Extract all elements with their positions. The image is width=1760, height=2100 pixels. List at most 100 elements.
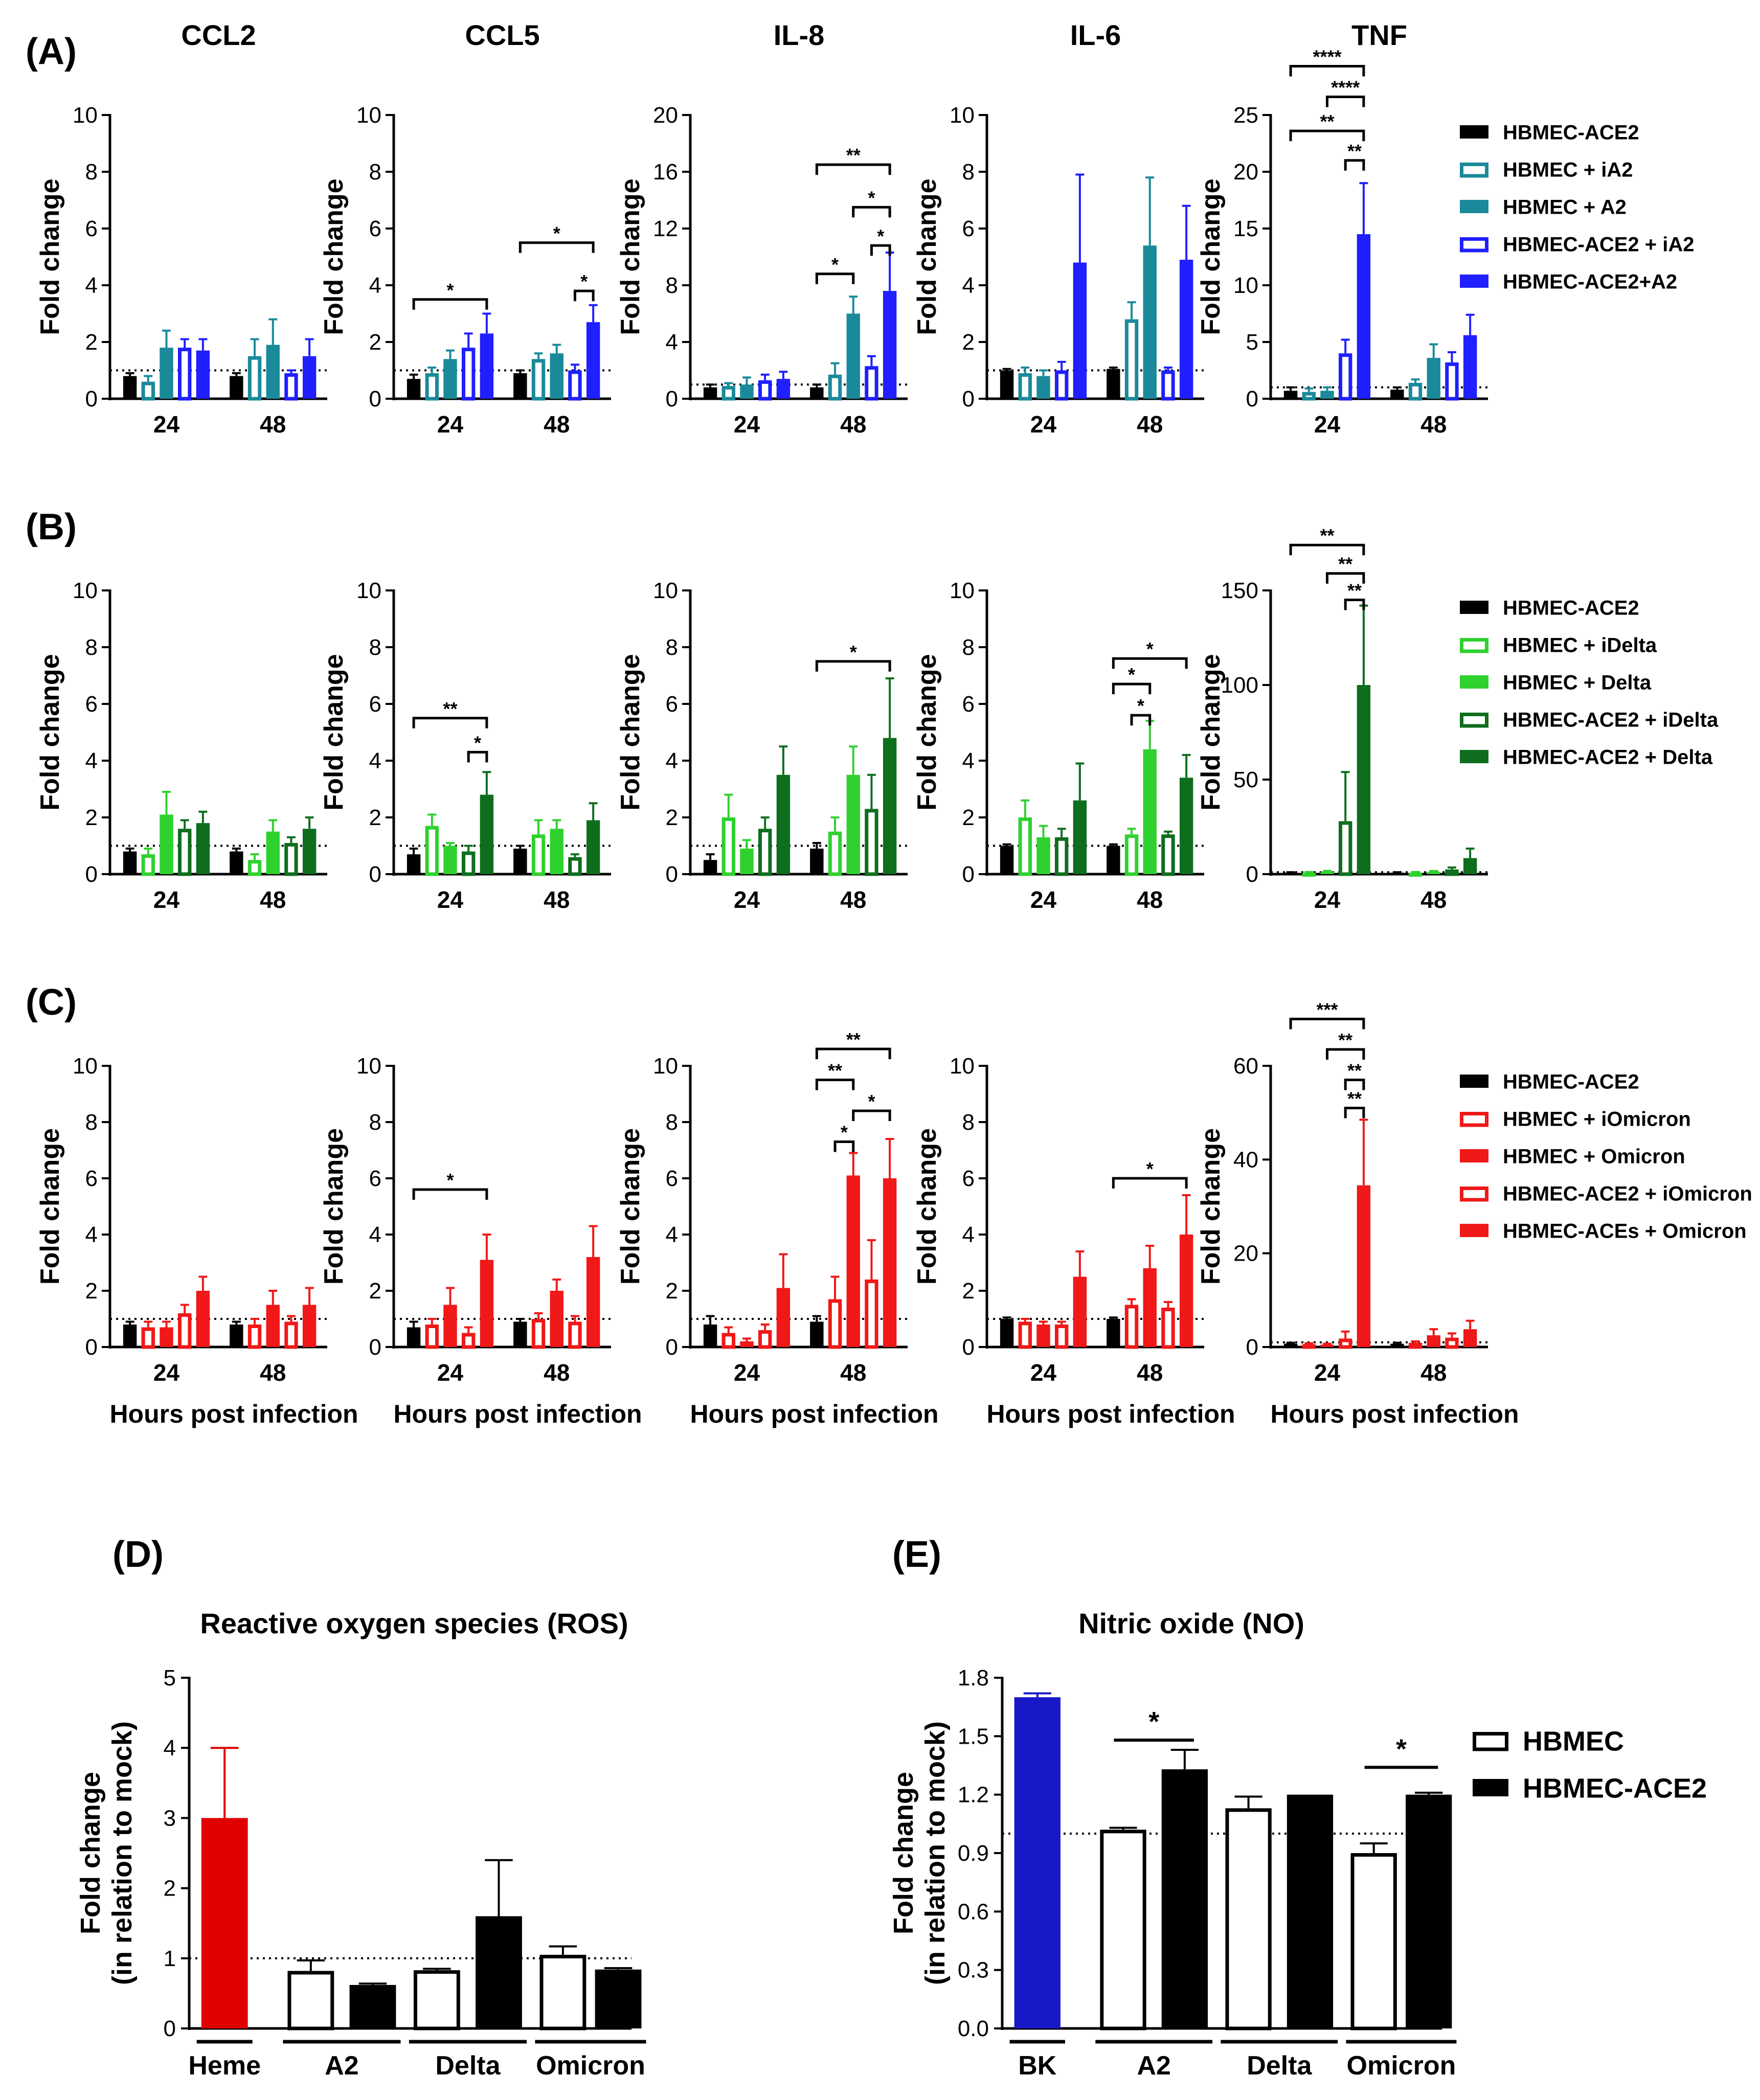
significance-bracket: [1289, 543, 1365, 556]
bar: [1445, 362, 1459, 401]
bar: [1390, 1343, 1404, 1347]
chart-14: 0 20 40 60 Fold change 24 48 Hours post infecti…: [1196, 999, 1519, 1428]
y-tick-label: 10: [73, 103, 98, 128]
y-tick-label: 8: [85, 159, 98, 185]
y-axis-label-line: (in relation to mock): [920, 1721, 951, 1985]
y-tick-label: 4: [666, 748, 678, 773]
x-group-label: Delta: [435, 2051, 501, 2081]
y-tick-label: 0: [1246, 386, 1258, 412]
x-tick-label: 48: [260, 411, 286, 438]
y-axis-label: Fold change: [35, 654, 65, 810]
panel-label-d: (D): [112, 1534, 164, 1575]
legend-swatch: [1460, 713, 1488, 728]
y-tick-label: 4: [666, 330, 678, 355]
chart-title: Reactive oxygen species (ROS): [200, 1607, 628, 1639]
x-tick-label: 48: [840, 1359, 866, 1386]
bar: [230, 376, 243, 399]
bar: [1463, 858, 1477, 874]
x-tick-label: 48: [840, 411, 866, 438]
bar: [123, 376, 137, 399]
significance-label: ****: [1331, 77, 1360, 98]
bar: [846, 774, 860, 874]
y-tick-label: 0.6: [958, 1899, 989, 1924]
legend-swatch: [1460, 750, 1488, 763]
panel-label-e: (E): [892, 1534, 941, 1575]
bar: [480, 333, 494, 399]
y-tick-label: 6: [369, 216, 381, 241]
bar: [776, 1288, 791, 1347]
significance-label: *: [850, 642, 857, 663]
y-axis-label: Fold change: [616, 1128, 645, 1285]
bar: [160, 348, 173, 399]
bar: [1161, 834, 1175, 876]
bar: [196, 350, 210, 399]
x-tick-label: 24: [734, 886, 760, 913]
bar: [1357, 234, 1371, 399]
bar: [721, 386, 736, 401]
x-tick-label: 48: [544, 1359, 570, 1386]
significance-bracket: [815, 1079, 855, 1090]
bar: [177, 829, 192, 876]
x-tick-label: 48: [544, 886, 570, 913]
significance-bracket: [1130, 714, 1152, 726]
bar: [1320, 872, 1334, 874]
bar: [703, 860, 717, 874]
chart-15: Reactive oxygen species (ROS) 0 1 2 3 4 5 Fold …: [75, 1607, 646, 2081]
y-tick-label: 0.9: [958, 1841, 989, 1866]
chart-title: TNF: [1351, 19, 1407, 51]
y-tick-label: 10: [356, 1054, 381, 1079]
bar: [141, 1327, 155, 1349]
bar: [1357, 1185, 1371, 1347]
bar: [810, 387, 824, 399]
significance-label: *: [1146, 638, 1154, 659]
y-axis-label: Fold change: [35, 1128, 65, 1285]
bar: [721, 817, 736, 876]
bar: [1054, 837, 1069, 876]
bar: [443, 846, 457, 874]
bar: [1054, 370, 1069, 401]
significance-bracket: [1344, 1107, 1365, 1119]
bar: [407, 379, 421, 399]
bar: [196, 1291, 210, 1347]
y-tick-label: 5: [1246, 330, 1258, 355]
bar: [1427, 872, 1440, 874]
significance-label: *: [446, 280, 454, 301]
x-axis-label: Hours post infection: [109, 1400, 358, 1428]
significance-bracket: [1112, 682, 1152, 695]
x-tick-label: 24: [1030, 1359, 1057, 1386]
significance-bracket: [1289, 65, 1365, 77]
significance-bracket: [1289, 1017, 1365, 1030]
bar: [196, 823, 210, 874]
significance-label: *: [877, 225, 884, 246]
y-tick-label: 4: [85, 748, 98, 773]
legend-label: HBMEC + iA2: [1503, 158, 1633, 181]
x-tick-label: 24: [437, 886, 464, 913]
legend-label: HBMEC-ACEs + Omicron: [1503, 1220, 1747, 1242]
x-tick-label: 48: [840, 886, 866, 913]
bar: [247, 356, 262, 401]
x-group-label: Heme: [188, 2051, 261, 2081]
bar: [1302, 392, 1316, 401]
x-group-label: A2: [1137, 2051, 1170, 2081]
bar: [1018, 817, 1032, 876]
chart-title: CCL5: [465, 19, 539, 51]
y-tick-label: 0: [369, 386, 381, 412]
y-axis-label: Fold change: [1196, 1128, 1226, 1285]
panel-label-b: (B): [26, 507, 77, 547]
legend-swatch: [1460, 1224, 1488, 1237]
bar: [284, 1321, 298, 1349]
x-tick-label: 48: [1420, 411, 1447, 438]
bar: [177, 1313, 192, 1349]
y-axis-label: Fold change: [912, 178, 942, 335]
y-tick-label: 0: [1246, 862, 1258, 887]
significance-label: *: [553, 223, 560, 244]
significance-bracket: [852, 206, 891, 218]
bar: [1179, 778, 1193, 874]
bar: [586, 820, 600, 874]
